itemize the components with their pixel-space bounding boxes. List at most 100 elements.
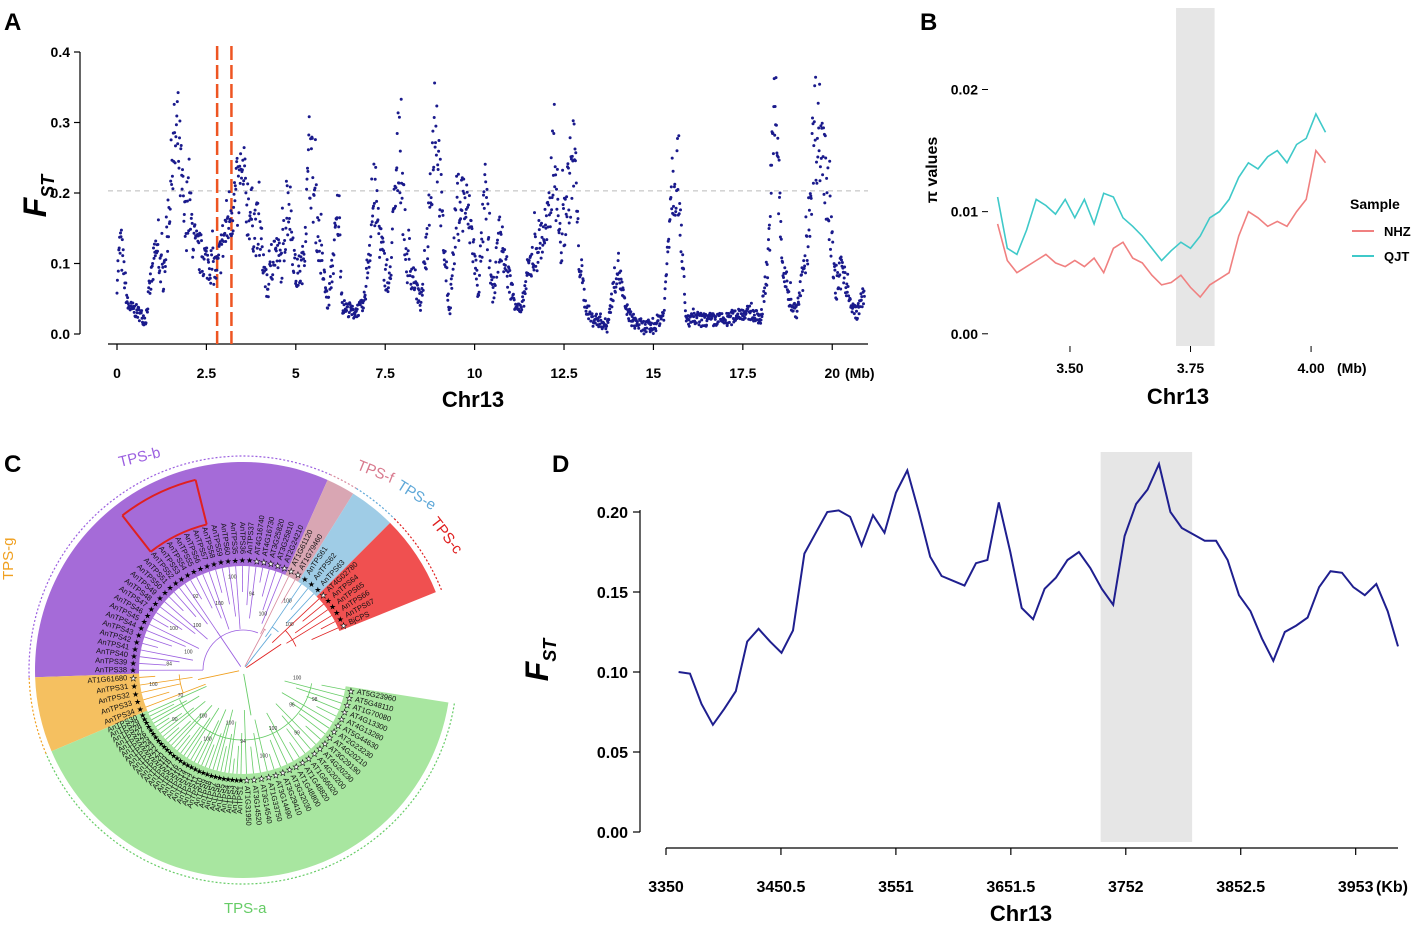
fst-point [364, 297, 368, 301]
fst-point [253, 236, 257, 240]
fst-point [429, 196, 433, 200]
fst-point [236, 223, 239, 227]
fst-point [183, 234, 187, 238]
fst-point [246, 182, 250, 186]
fst-point [468, 241, 472, 245]
fst-point [204, 249, 208, 253]
star-outline-icon: ★ [338, 715, 345, 724]
clade-arc-tps-a [45, 703, 455, 885]
fst-point [687, 324, 691, 328]
fst-point [553, 165, 557, 169]
bootstrap-value: 84 [166, 662, 172, 668]
fst-point [842, 276, 846, 280]
fst-point [617, 277, 621, 281]
panel-a-y-label-sub: ST [38, 173, 58, 198]
fst-point [125, 293, 129, 297]
fst-point [314, 183, 318, 187]
fst-point [257, 212, 261, 216]
fst-point [683, 292, 686, 296]
fst-point [353, 315, 357, 319]
fst-point [523, 284, 527, 288]
fst-point [357, 313, 360, 317]
fst-point [241, 158, 245, 162]
fst-point [539, 256, 543, 260]
star-filled-icon: ★ [233, 776, 240, 785]
fst-point [769, 191, 773, 195]
fst-point [226, 236, 230, 240]
svg-text:FST: FST [519, 637, 560, 682]
fst-point [228, 220, 232, 224]
tree-branch [179, 587, 208, 625]
fst-point [568, 171, 572, 175]
bootstrap-value: 100 [285, 622, 294, 628]
tree-branch [174, 705, 213, 749]
d-ytick-label: 0.20 [597, 505, 628, 522]
star-filled-icon: ★ [210, 560, 217, 569]
fst-point [482, 193, 485, 197]
fst-point [283, 239, 287, 242]
fst-point [650, 321, 653, 325]
fst-point [281, 242, 285, 246]
fst-point [323, 270, 327, 274]
fst-point [548, 196, 552, 200]
tree-branch [152, 617, 169, 628]
star-filled-icon: ★ [158, 740, 165, 749]
tree-branch [149, 703, 175, 717]
star-filled-icon: ★ [308, 580, 315, 589]
fst-point [812, 144, 816, 148]
fst-point [280, 206, 284, 210]
fst-point [473, 272, 477, 276]
fst-point [679, 250, 683, 254]
star-filled-icon: ★ [197, 565, 204, 574]
star-filled-icon: ★ [208, 771, 215, 780]
fst-point [670, 207, 674, 211]
fst-point [214, 276, 218, 280]
fst-point [579, 273, 583, 277]
fst-point [714, 315, 718, 319]
clade-branch-arc [285, 630, 297, 647]
fst-point [662, 318, 666, 322]
star-filled-icon: ★ [229, 775, 236, 784]
fst-point [227, 190, 231, 194]
fst-point [276, 266, 280, 270]
fst-point [595, 312, 598, 316]
fst-point [462, 192, 466, 195]
fst-point [302, 264, 306, 268]
b-xtick-label: 3.75 [1177, 360, 1204, 376]
fst-point [409, 282, 413, 286]
fst-point [548, 225, 552, 229]
fst-point [805, 259, 809, 262]
fst-point [181, 194, 185, 198]
panel-a-y-ticks: 0.0 0.1 0.2 0.3 0.4 [51, 44, 80, 342]
fst-point [502, 270, 506, 274]
clade-branch-arc [271, 626, 279, 633]
fst-point [508, 269, 512, 272]
fst-point [279, 280, 283, 284]
fst-point [557, 231, 561, 235]
fst-point [351, 308, 355, 312]
fst-point [168, 220, 172, 224]
fst-point [553, 185, 557, 189]
star-outline-icon: ★ [316, 745, 323, 754]
fst-point [630, 324, 634, 328]
star-filled-icon: ★ [129, 666, 136, 675]
fst-point [287, 202, 291, 206]
fst-point [493, 284, 497, 287]
fst-point [493, 291, 497, 295]
fst-point [296, 271, 300, 275]
fst-point [286, 233, 290, 237]
fst-point [373, 177, 377, 181]
fst-point [338, 216, 342, 220]
tree-branch [171, 713, 202, 746]
fst-point [820, 121, 824, 125]
fst-point [212, 282, 216, 286]
fst-point [567, 221, 571, 225]
fst-point [727, 320, 731, 324]
fst-point [521, 295, 525, 299]
star-filled-icon: ★ [329, 602, 336, 611]
star-filled-icon: ★ [212, 772, 219, 781]
b-ytick-label: 0.01 [951, 204, 978, 220]
tree-branch [162, 701, 206, 737]
fst-point [334, 224, 338, 227]
fst-point [727, 312, 730, 315]
